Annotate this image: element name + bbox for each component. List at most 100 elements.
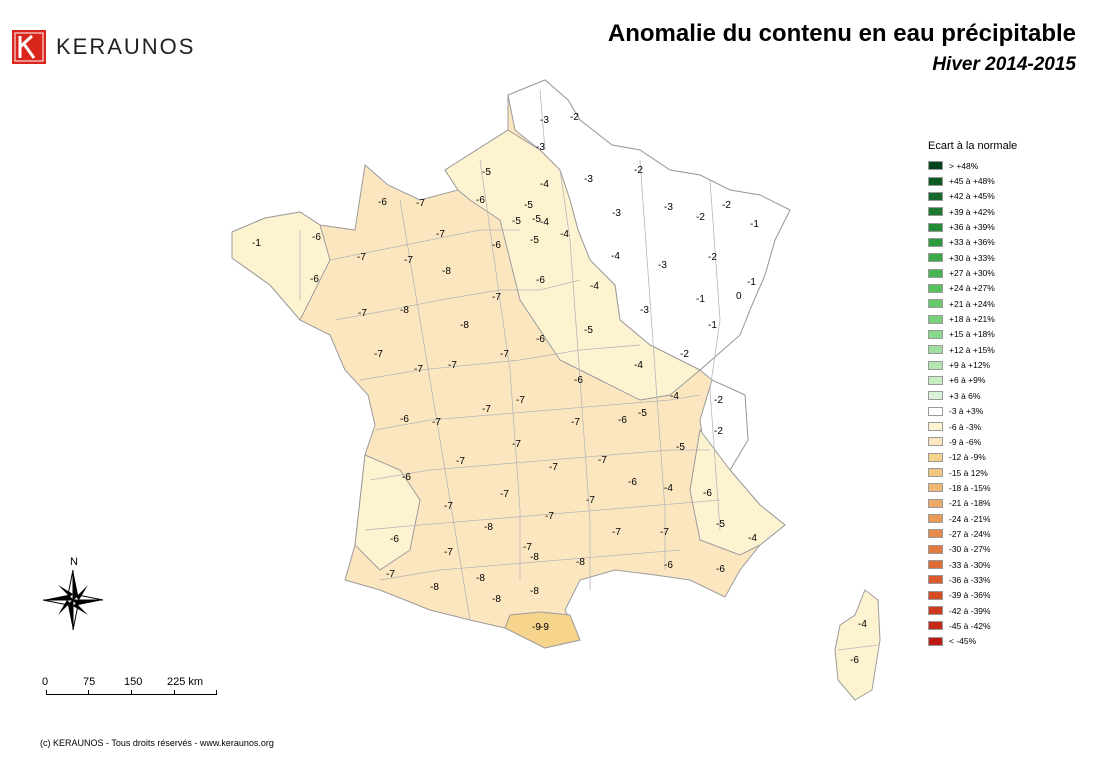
department-value-label: -1 <box>252 238 261 249</box>
legend-label: +27 à +30% <box>949 268 995 279</box>
department-value-label: -7 <box>500 489 509 500</box>
legend-item: +15 à +18% <box>928 327 1088 342</box>
legend-label: +24 à +27% <box>949 283 995 294</box>
department-value-label: -7 <box>386 569 395 580</box>
legend-swatch <box>928 636 943 646</box>
legend-item: -42 à -39% <box>928 603 1088 618</box>
department-value-label: -2 <box>708 252 717 263</box>
department-value-label: -5 <box>638 408 647 419</box>
department-value-label: -3 <box>658 260 667 271</box>
department-value-label: -5 <box>584 325 593 336</box>
legend-label: > +48% <box>949 160 979 171</box>
department-value-label: -2 <box>696 212 705 223</box>
legend-label: -45 à -42% <box>949 620 991 631</box>
legend-swatch <box>928 560 943 570</box>
legend-swatch <box>928 268 943 278</box>
department-value-label: -5 <box>482 167 491 178</box>
legend-swatch <box>928 161 943 171</box>
department-value-label: -2 <box>680 349 689 360</box>
legend-label: -33 à -30% <box>949 559 991 570</box>
legend-label: +36 à +39% <box>949 222 995 233</box>
legend-label: -3 à +3% <box>949 406 984 417</box>
department-value-label: -8 <box>484 522 493 533</box>
legend-swatch <box>928 483 943 493</box>
department-value-label: -7 <box>436 229 445 240</box>
legend-swatch <box>928 237 943 247</box>
department-value-label: -7 <box>357 252 366 263</box>
scale-mark <box>174 690 175 695</box>
legend-swatch <box>928 391 943 401</box>
legend-swatch <box>928 437 943 447</box>
department-value-label: -4 <box>634 360 643 371</box>
scale-bar: 0 75 150 225 km <box>40 676 240 706</box>
legend-label: +3 à 6% <box>949 390 981 401</box>
legend-swatch <box>928 329 943 339</box>
brittany-pale-zone <box>231 211 331 321</box>
legend-item: +21 à +24% <box>928 296 1088 311</box>
corsica-border <box>837 644 879 651</box>
department-value-label: -6 <box>716 564 725 575</box>
department-value-label: -3 <box>612 208 621 219</box>
legend-item: +39 à +42% <box>928 204 1088 219</box>
department-value-label: -7 <box>416 198 425 209</box>
legend-swatch <box>928 191 943 201</box>
legend-swatch <box>928 498 943 508</box>
legend-item: +3 à 6% <box>928 388 1088 403</box>
legend: Ecart à la normale > +48% +45 à +48% +42 à… <box>928 140 1088 649</box>
brand-logo: KERAUNOS <box>12 30 195 64</box>
legend-swatch <box>928 283 943 293</box>
department-value-label: -6 <box>628 477 637 488</box>
pyrenees-orientales <box>504 611 581 649</box>
department-value-label: -7 <box>571 417 580 428</box>
copyright-footer: (c) KERAUNOS - Tous droits réservés - ww… <box>40 738 274 748</box>
legend-swatch <box>928 452 943 462</box>
department-value-label: -7 <box>358 308 367 319</box>
department-value-label: -4 <box>540 179 549 190</box>
department-value-label: -7 <box>512 439 521 450</box>
department-value-label: -7 <box>456 456 465 467</box>
legend-swatch <box>928 422 943 432</box>
department-value-label: 0 <box>736 291 742 302</box>
legend-label: -27 à -24% <box>949 528 991 539</box>
department-value-label: -7 <box>432 417 441 428</box>
department-value-label: -5 <box>530 235 539 246</box>
southwest-pale-zone <box>354 454 421 571</box>
legend-item: -45 à -42% <box>928 618 1088 633</box>
department-labels: -3 -2-3-5-4 -3-2-5-6-6 -7-5 -5 -4-4-5-3-2-2-1… <box>252 112 867 666</box>
department-value-label: -7 <box>414 364 423 375</box>
department-value-label: -7 <box>448 360 457 371</box>
legend-label: +12 à +15% <box>949 344 995 355</box>
legend-item: > +48% <box>928 158 1088 173</box>
scale-mark <box>131 690 132 695</box>
department-value-label: -4 <box>664 483 673 494</box>
department-value-label: -8 <box>442 266 451 277</box>
legend-label: +30 à +33% <box>949 252 995 263</box>
department-value-label: -5 <box>676 442 685 453</box>
legend-label: -15 à 12% <box>949 467 988 478</box>
department-value-label: -3 <box>640 305 649 316</box>
department-value-label: -3 <box>536 142 545 153</box>
department-value-label: -6 <box>400 414 409 425</box>
legend-item: +6 à +9% <box>928 373 1088 388</box>
department-value-label: -5 <box>512 216 521 227</box>
scale-tick-150: 150 <box>124 676 143 688</box>
legend-title: Ecart à la normale <box>928 140 1018 152</box>
legend-item: +24 à +27% <box>928 281 1088 296</box>
legend-swatch <box>928 207 943 217</box>
legend-label: +39 à +42% <box>949 206 995 217</box>
scale-tick-0: 0 <box>42 676 49 688</box>
legend-item: +45 à +48% <box>928 173 1088 188</box>
department-value-label: -6 <box>402 472 411 483</box>
legend-item: -18 à -15% <box>928 480 1088 495</box>
department-value-label: -6 <box>536 334 545 345</box>
legend-label: -36 à -33% <box>949 574 991 585</box>
department-value-label: -6 <box>310 274 319 285</box>
legend-label: -21 à -18% <box>949 498 991 509</box>
legend-item: -36 à -33% <box>928 572 1088 587</box>
legend-swatch <box>928 360 943 370</box>
department-value-label: -7 <box>586 495 595 506</box>
legend-item: +18 à +21% <box>928 311 1088 326</box>
department-value-label: -8 <box>530 586 539 597</box>
legend-label: -30 à -27% <box>949 544 991 555</box>
